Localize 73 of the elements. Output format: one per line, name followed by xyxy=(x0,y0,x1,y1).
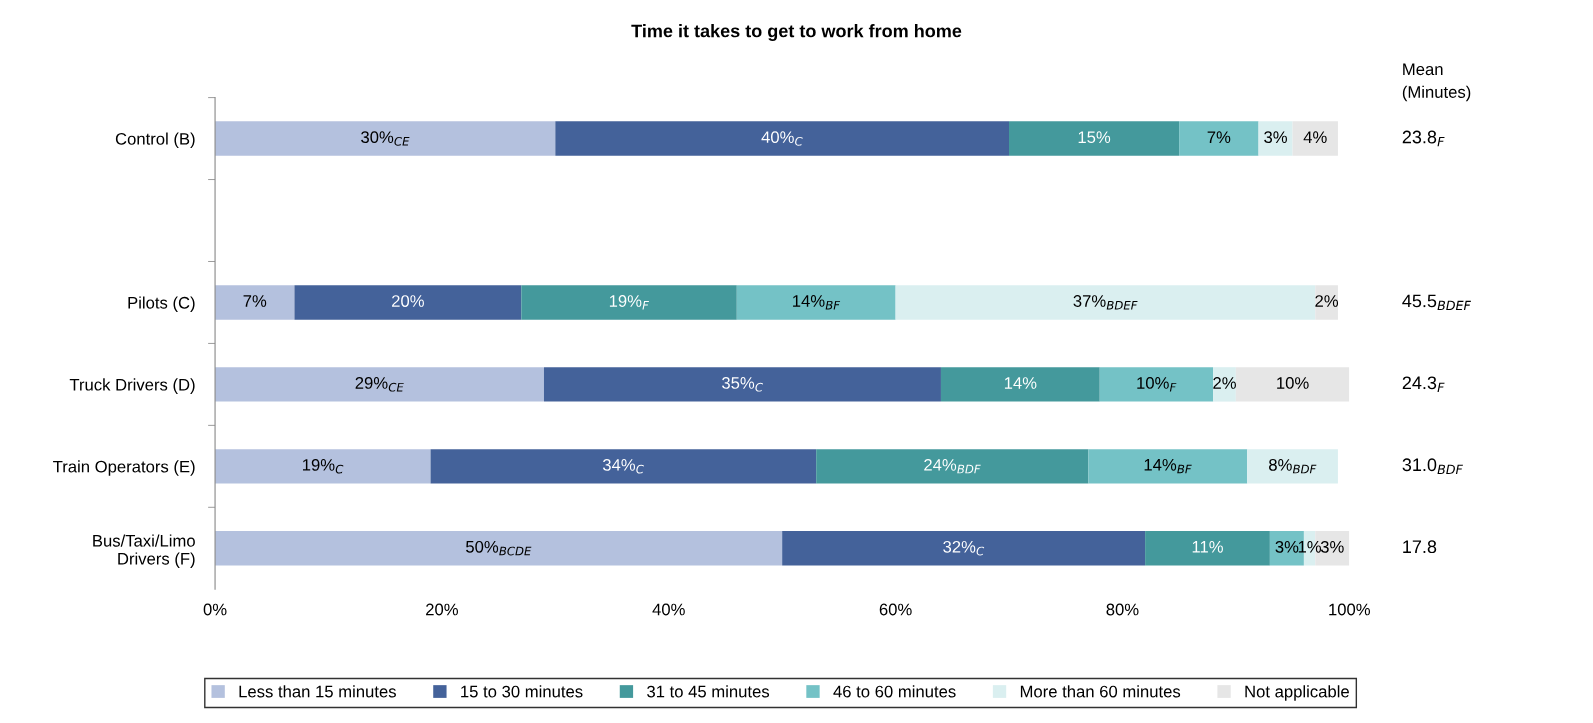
data-label: 19%$_{F}$ xyxy=(609,295,649,310)
data-label: 50%$_{BCDE}$ xyxy=(466,540,532,556)
data-label: 29%$_{CE}$ xyxy=(355,377,404,392)
legend-label: 46 to 60 minutes xyxy=(833,685,956,698)
data-label: 1% xyxy=(1298,541,1322,553)
data-label: 37%$_{BDEF}$ xyxy=(1073,295,1138,310)
data-label: 14% xyxy=(1004,377,1037,389)
data-label: 20% xyxy=(392,295,424,307)
bar xyxy=(215,285,295,320)
x-tick-label: 0% xyxy=(203,603,227,616)
x-tick-label: 80% xyxy=(1106,603,1139,616)
bar xyxy=(430,449,817,484)
data-label: 30%$_{CE}$ xyxy=(361,131,410,146)
bar xyxy=(1247,449,1338,484)
data-label: 2% xyxy=(1315,295,1339,307)
legend-label: Not applicable xyxy=(1245,685,1349,701)
data-label: 2% xyxy=(1213,377,1236,389)
data-label: 3% xyxy=(1275,540,1299,553)
data-label: 4% xyxy=(1303,131,1327,143)
data-label: 34%$_{C}$ xyxy=(602,458,644,474)
data-label: 24%$_{BDF}$ xyxy=(924,458,981,474)
bar xyxy=(1179,121,1259,156)
data-label: 15% xyxy=(1078,131,1111,144)
data-label: 8%$_{BDF}$ xyxy=(1269,458,1317,474)
data-label: 35%$_{C}$ xyxy=(722,377,764,392)
x-tick-label: 40% xyxy=(652,603,685,616)
bar xyxy=(1145,531,1270,566)
text: 31.0$_{BDF}$ xyxy=(1402,458,1463,474)
x-tick-label: 100% xyxy=(1329,603,1370,616)
bar xyxy=(294,285,522,320)
bar xyxy=(215,367,544,402)
bar xyxy=(215,531,783,566)
bar xyxy=(940,367,1100,402)
text: 45.5$_{BDEF}$ xyxy=(1402,294,1471,311)
x-tick-label: 60% xyxy=(879,603,912,616)
bar xyxy=(736,285,896,320)
bar xyxy=(215,449,431,484)
data-label: 11% xyxy=(1192,541,1223,553)
x-tick-label: 20% xyxy=(426,603,458,616)
legend-label: Less than 15 minutes xyxy=(239,685,396,698)
text: 23.8$_{F}$ xyxy=(1402,130,1445,147)
y-tick-label: Bus/Taxi/Limo Drivers (F) xyxy=(93,534,195,568)
legend-label: 15 to 30 minutes xyxy=(461,685,583,698)
data-label: 10% xyxy=(1277,377,1309,389)
text: Mean (Minutes) xyxy=(1402,63,1471,102)
bar xyxy=(543,367,941,402)
data-label: 3% xyxy=(1320,540,1344,553)
bar xyxy=(1009,121,1180,156)
bar xyxy=(782,531,1146,566)
y-tick-label: Train Operators (E) xyxy=(53,460,195,476)
chart-title: Time it takes to get to work from home xyxy=(631,24,962,41)
bar xyxy=(521,285,737,320)
y-tick-label: Pilots (C) xyxy=(128,296,195,312)
bar xyxy=(215,121,556,156)
data-label: 40%$_{C}$ xyxy=(761,131,803,146)
data-label: 32%$_{C}$ xyxy=(943,540,985,556)
y-tick-label: Truck Drivers (D) xyxy=(69,378,195,394)
data-label: 7% xyxy=(1207,131,1231,143)
data-label: 19%$_{C}$ xyxy=(302,458,344,474)
data-label: 14%$_{BF}$ xyxy=(1144,458,1192,474)
bar xyxy=(816,449,1089,484)
y-tick-label: Control (B) xyxy=(115,132,195,149)
bar xyxy=(555,121,1010,156)
data-label: 10%$_{F}$ xyxy=(1137,377,1177,392)
legend-label: More than 60 minutes xyxy=(1020,685,1181,698)
data-label: 14%$_{BF}$ xyxy=(793,295,841,310)
legend-label: 31 to 45 minutes xyxy=(647,685,770,698)
data-label: 7% xyxy=(243,295,267,307)
bar xyxy=(1099,367,1214,402)
text: 24.3$_{F}$ xyxy=(1402,376,1445,392)
text: 17.8 xyxy=(1403,540,1437,554)
bar xyxy=(1088,449,1248,484)
data-label: 3% xyxy=(1264,131,1287,144)
